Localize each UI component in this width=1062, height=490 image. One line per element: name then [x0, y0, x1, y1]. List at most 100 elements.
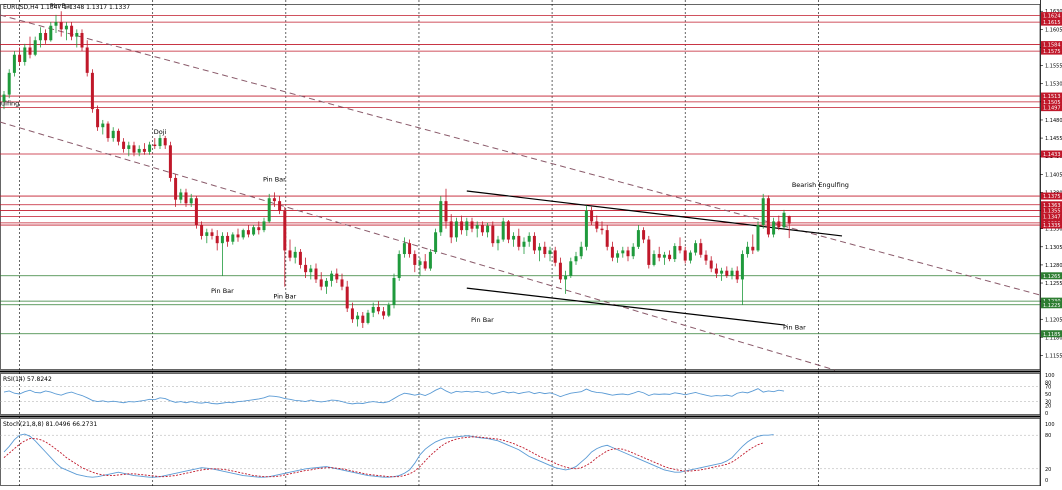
- rsi-tick-label: 70: [1045, 384, 1051, 390]
- candle: [163, 135, 167, 149]
- candle: [413, 250, 417, 273]
- candle-body: [517, 235, 521, 247]
- candle: [59, 11, 63, 37]
- pattern-annotation: Engulfing: [0, 100, 19, 108]
- candle-body: [423, 261, 427, 269]
- candle: [449, 214, 453, 244]
- candle: [44, 29, 48, 44]
- candle-body: [246, 230, 250, 235]
- candle-body: [371, 306, 375, 313]
- candle: [610, 241, 614, 262]
- candle-body: [75, 32, 79, 37]
- level-price-badge: [1041, 98, 1062, 106]
- candle: [772, 217, 776, 238]
- stoch-tick-label: 20: [1045, 467, 1051, 473]
- candle: [200, 221, 204, 240]
- candle: [751, 234, 755, 255]
- candle: [480, 221, 484, 236]
- candle: [444, 188, 448, 229]
- candle-body: [543, 246, 547, 255]
- candle-body: [740, 254, 744, 280]
- candle: [236, 228, 240, 242]
- candle-body: [480, 225, 484, 233]
- candle: [226, 232, 230, 247]
- candle-body: [366, 312, 370, 323]
- level-price-label: 1.1575: [1043, 49, 1061, 55]
- candle: [668, 250, 672, 262]
- candle-body: [2, 94, 6, 102]
- candle: [80, 29, 84, 52]
- candle-body: [626, 250, 630, 257]
- candle-body: [558, 262, 562, 280]
- candle: [657, 246, 661, 262]
- candle-body: [111, 130, 115, 139]
- rsi-line: [3, 387, 785, 405]
- candle: [2, 90, 6, 110]
- candle: [309, 264, 313, 280]
- candle: [174, 174, 178, 207]
- candle: [699, 238, 703, 258]
- candle: [595, 215, 599, 233]
- candle: [179, 188, 183, 204]
- candle: [194, 196, 198, 229]
- candle: [210, 228, 214, 240]
- candle: [304, 257, 308, 278]
- rsi-tick-label: 30: [1045, 400, 1051, 406]
- candle-body: [657, 254, 661, 258]
- candle: [54, 14, 58, 33]
- candle: [252, 225, 256, 236]
- level-price-label: 1.1584: [1043, 43, 1061, 49]
- candle-body: [257, 227, 261, 231]
- pattern-annotation: Pin Bar: [783, 323, 806, 331]
- candle: [662, 251, 666, 265]
- candle: [111, 127, 115, 142]
- candle: [272, 192, 276, 207]
- candle-body: [590, 210, 594, 222]
- candle-body: [392, 277, 396, 305]
- price-tick-label: 1.1530: [1045, 82, 1062, 88]
- candle-body: [678, 246, 682, 251]
- candle: [215, 230, 219, 251]
- candle-body: [309, 268, 313, 273]
- candle: [293, 246, 297, 264]
- candle-body: [470, 221, 474, 229]
- candle-body: [569, 261, 573, 276]
- candle-body: [142, 148, 146, 152]
- candle-body: [153, 144, 157, 147]
- candle-body: [200, 225, 204, 236]
- candle-body: [241, 230, 245, 238]
- candle-body: [491, 225, 495, 244]
- downtrend-line-lower: [0, 121, 836, 371]
- candle-body: [761, 198, 765, 226]
- candle-body: [714, 268, 718, 274]
- candle-body: [122, 141, 126, 149]
- candle: [122, 138, 126, 153]
- level-price-label: 1.1497: [1043, 106, 1061, 112]
- price-tick-label: 1.1330: [1045, 227, 1062, 233]
- candle: [132, 141, 136, 157]
- candle: [350, 302, 354, 323]
- candle: [18, 47, 22, 66]
- candle-body: [496, 239, 500, 244]
- level-price-badge: [1041, 18, 1062, 26]
- price-tick-label: 1.1305: [1045, 245, 1062, 251]
- candle: [330, 270, 334, 287]
- level-price-label: 1.1335: [1043, 223, 1061, 229]
- channel-line-upper: [466, 190, 843, 237]
- candle-body: [673, 246, 677, 260]
- candle-body: [465, 221, 469, 231]
- candle-body: [220, 235, 224, 244]
- candle: [64, 22, 68, 41]
- pattern-annotation: Pin Bar: [263, 176, 286, 184]
- level-price-badge: [1041, 297, 1062, 305]
- price-axis-background: [1040, 0, 1062, 486]
- candle-body: [413, 254, 417, 265]
- candle: [491, 221, 495, 247]
- candle: [278, 196, 282, 215]
- candle: [605, 225, 609, 251]
- candle-body: [267, 198, 271, 222]
- candle: [319, 272, 323, 291]
- candle: [402, 237, 406, 258]
- candle: [642, 227, 646, 244]
- candle-body: [647, 239, 651, 265]
